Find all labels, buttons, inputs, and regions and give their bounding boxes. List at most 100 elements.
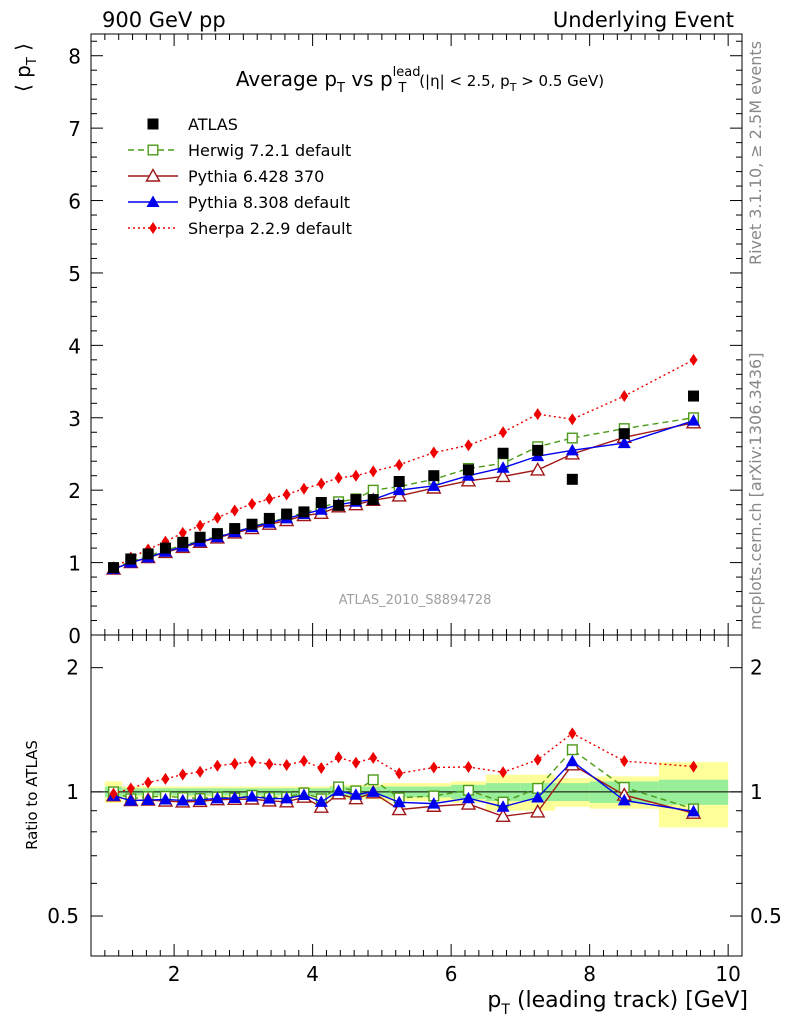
data-point-atlas xyxy=(246,518,258,530)
legend-marker-pythia-8-308-default xyxy=(146,195,160,207)
data-point-atlas xyxy=(428,470,440,482)
ratio-point-pythia-8-308-default xyxy=(531,791,545,803)
main-panel-series xyxy=(105,353,702,575)
data-point-atlas xyxy=(462,464,474,476)
y-tick-label: 2 xyxy=(68,479,81,503)
legend-label-pythia-6-428-370: Pythia 6.428 370 xyxy=(188,167,324,186)
ratio-panel-frame xyxy=(90,634,743,957)
data-point-sherpa-2-2-9-default xyxy=(282,488,291,501)
legend-label-atlas: ATLAS xyxy=(188,115,238,134)
analysis-watermark: ATLAS_2010_S8894728 xyxy=(339,593,492,608)
ratio-y-tick-label-right: 1 xyxy=(750,780,763,804)
ratio-y-tick-label-left: 2 xyxy=(66,656,79,680)
data-point-atlas xyxy=(393,475,405,487)
ratio-point-sherpa-2-2-9-default xyxy=(144,776,153,789)
legend-label-herwig-7-2-1-default: Herwig 7.2.1 default xyxy=(188,141,351,160)
data-point-sherpa-2-2-9-default xyxy=(464,439,473,452)
legend-marker-sherpa-2-2-9-default xyxy=(149,222,157,234)
legend-marker-herwig-7-2-1-default xyxy=(147,144,159,156)
ratio-line-herwig-7-2-1-default xyxy=(113,748,694,810)
ratio-point-pythia-8-308-default xyxy=(124,794,138,806)
ratio-point-pythia-8-308-default xyxy=(349,788,363,800)
legend-label-sherpa-2-2-9-default: Sherpa 2.2.9 default xyxy=(188,219,352,238)
ratio-point-sherpa-2-2-9-default xyxy=(620,755,629,768)
legend-marker-pythia-6-428-370 xyxy=(145,168,161,182)
ratio-point-pythia-8-308-default xyxy=(427,797,441,809)
ratio-point-sherpa-2-2-9-default xyxy=(230,757,239,770)
data-point-pythia-8-308-default xyxy=(427,479,441,491)
ratio-point-pythia-8-308-default xyxy=(297,788,311,801)
ratio-point-sherpa-2-2-9-default xyxy=(161,772,170,785)
data-point-pythia-8-308-default xyxy=(392,483,406,496)
data-point-atlas xyxy=(194,531,206,543)
data-point-sherpa-2-2-9-default xyxy=(429,446,438,459)
data-point-atlas xyxy=(159,542,171,554)
data-point-atlas xyxy=(367,494,379,506)
ratio-point-sherpa-2-2-9-default xyxy=(196,765,205,778)
ratio-point-sherpa-2-2-9-default xyxy=(109,787,118,800)
legend-label-pythia-8-308-default: Pythia 8.308 default xyxy=(188,193,350,212)
ratio-point-herwig-7-2-1-default xyxy=(367,774,379,786)
ratio-point-sherpa-2-2-9-default xyxy=(351,756,360,769)
y-tick-label: 6 xyxy=(68,190,81,214)
ratio-point-pythia-8-308-default xyxy=(565,754,579,767)
data-point-pythia-6-428-370 xyxy=(529,461,546,476)
ratio-y-tick-label-right: 0.5 xyxy=(750,904,782,928)
ratio-point-sherpa-2-2-9-default xyxy=(178,768,187,781)
data-point-pythia-6-428-370 xyxy=(391,488,407,502)
ratio-point-sherpa-2-2-9-default xyxy=(689,760,698,773)
data-point-sherpa-2-2-9-default xyxy=(334,471,343,484)
data-point-sherpa-2-2-9-default xyxy=(689,353,698,366)
y-tick-label: 5 xyxy=(68,262,81,286)
data-point-atlas xyxy=(315,496,327,508)
data-point-pythia-8-308-default xyxy=(687,414,701,426)
data-point-atlas xyxy=(281,508,293,520)
ratio-point-pythia-8-308-default xyxy=(332,784,346,796)
ratio-y-axis-label: Ratio to ATLAS xyxy=(23,740,41,850)
data-point-pythia-8-308-default xyxy=(565,443,579,456)
ratio-panel-series xyxy=(105,727,702,822)
ratio-point-sherpa-2-2-9-default xyxy=(395,767,404,780)
data-point-sherpa-2-2-9-default xyxy=(568,413,577,426)
ratio-point-herwig-7-2-1-default xyxy=(566,744,578,756)
x-axis-label: pT (leading track) [GeV] xyxy=(487,988,748,1018)
ratio-y-tick-label-right: 2 xyxy=(750,656,763,680)
data-point-sherpa-2-2-9-default xyxy=(533,408,542,421)
ratio-point-sherpa-2-2-9-default xyxy=(265,758,274,771)
data-point-atlas xyxy=(177,536,189,548)
ratio-point-sherpa-2-2-9-default xyxy=(317,762,326,775)
ratio-point-sherpa-2-2-9-default xyxy=(369,751,378,764)
data-point-atlas xyxy=(298,506,310,518)
ratio-line-sherpa-2-2-9-default xyxy=(113,732,694,795)
data-point-pythia-6-428-370 xyxy=(495,468,511,483)
ratio-point-sherpa-2-2-9-default xyxy=(533,753,542,766)
header-left-label: 900 GeV pp xyxy=(102,8,226,32)
x-tick-label: 8 xyxy=(583,962,596,986)
ratio-point-sherpa-2-2-9-default xyxy=(499,766,508,779)
ratio-point-sherpa-2-2-9-default xyxy=(334,751,343,764)
data-point-atlas xyxy=(497,447,509,459)
data-point-sherpa-2-2-9-default xyxy=(178,526,187,539)
ratio-point-sherpa-2-2-9-default xyxy=(429,761,438,774)
data-point-atlas xyxy=(333,499,345,511)
ratio-point-pythia-6-428-370 xyxy=(495,808,511,822)
y-tick-label: 3 xyxy=(68,407,81,431)
data-point-atlas xyxy=(532,444,544,456)
y-axis-label: ⟨ pT ⟩ xyxy=(11,43,40,92)
ratio-point-pythia-8-308-default xyxy=(496,800,510,812)
ratio-point-pythia-8-308-default xyxy=(210,791,224,804)
ratio-point-pythia-8-308-default xyxy=(461,791,475,804)
x-tick-label: 10 xyxy=(715,962,740,986)
data-point-sherpa-2-2-9-default xyxy=(499,426,508,439)
data-point-atlas xyxy=(142,548,154,560)
ratio-point-pythia-8-308-default xyxy=(280,791,294,804)
ratio-point-pythia-8-308-default xyxy=(245,790,259,802)
data-point-atlas xyxy=(263,512,275,524)
ratio-point-sherpa-2-2-9-default xyxy=(299,754,308,767)
ratio-y-tick-label-left: 0.5 xyxy=(47,904,79,928)
data-point-pythia-8-308-default xyxy=(617,436,631,449)
y-tick-label: 8 xyxy=(68,45,81,69)
header-right-label: Underlying Event xyxy=(552,8,734,32)
ratio-point-sherpa-2-2-9-default xyxy=(568,727,577,740)
